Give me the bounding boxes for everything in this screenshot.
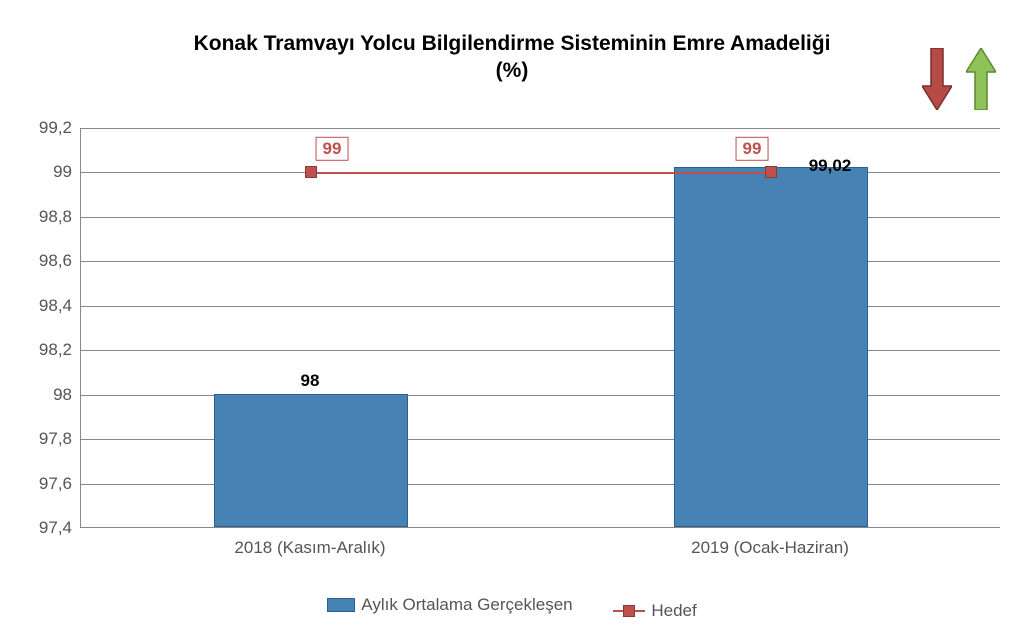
ytick-label: 99,2 — [12, 118, 72, 138]
target-value-label: 99 — [736, 137, 769, 161]
ytick-label: 98,8 — [12, 207, 72, 227]
target-value-label: 99 — [316, 137, 349, 161]
bar-value-label: 98 — [301, 371, 320, 391]
xtick-label: 2018 (Kasım-Aralık) — [234, 538, 385, 558]
ytick-label: 98,4 — [12, 296, 72, 316]
target-marker — [305, 166, 317, 178]
target-line — [311, 172, 771, 174]
ytick-label: 97,6 — [12, 474, 72, 494]
legend-item-bar: Aylık Ortalama Gerçekleşen — [327, 595, 572, 615]
chart-title: Konak Tramvayı Yolcu Bilgilendirme Siste… — [0, 30, 1024, 85]
bar-value-label: 99,02 — [809, 156, 852, 176]
ytick-label: 98,2 — [12, 340, 72, 360]
ytick-label: 98 — [12, 385, 72, 405]
bar — [214, 394, 407, 527]
indicator-arrow-up-icon — [966, 48, 996, 115]
chart-title-line1: Konak Tramvayı Yolcu Bilgilendirme Siste… — [194, 32, 831, 55]
ytick-label: 99 — [12, 162, 72, 182]
indicator-arrow-down-icon — [922, 48, 952, 115]
plot-area — [80, 128, 1000, 528]
xtick-label: 2019 (Ocak-Haziran) — [691, 538, 849, 558]
ytick-label: 98,6 — [12, 251, 72, 271]
legend: Aylık Ortalama Gerçekleşen Hedef — [0, 595, 1024, 621]
ytick-label: 97,8 — [12, 429, 72, 449]
legend-swatch-target-icon — [613, 610, 645, 612]
legend-bar-label: Aylık Ortalama Gerçekleşen — [361, 595, 572, 615]
legend-swatch-bar-icon — [327, 598, 355, 612]
chart-title-line2: (%) — [496, 59, 529, 82]
ytick-label: 97,4 — [12, 518, 72, 538]
target-marker — [765, 166, 777, 178]
chart-container: Konak Tramvayı Yolcu Bilgilendirme Siste… — [0, 0, 1024, 639]
legend-target-label: Hedef — [651, 601, 696, 621]
gridline — [81, 128, 1000, 129]
bar — [674, 167, 867, 527]
legend-item-target: Hedef — [613, 601, 696, 621]
